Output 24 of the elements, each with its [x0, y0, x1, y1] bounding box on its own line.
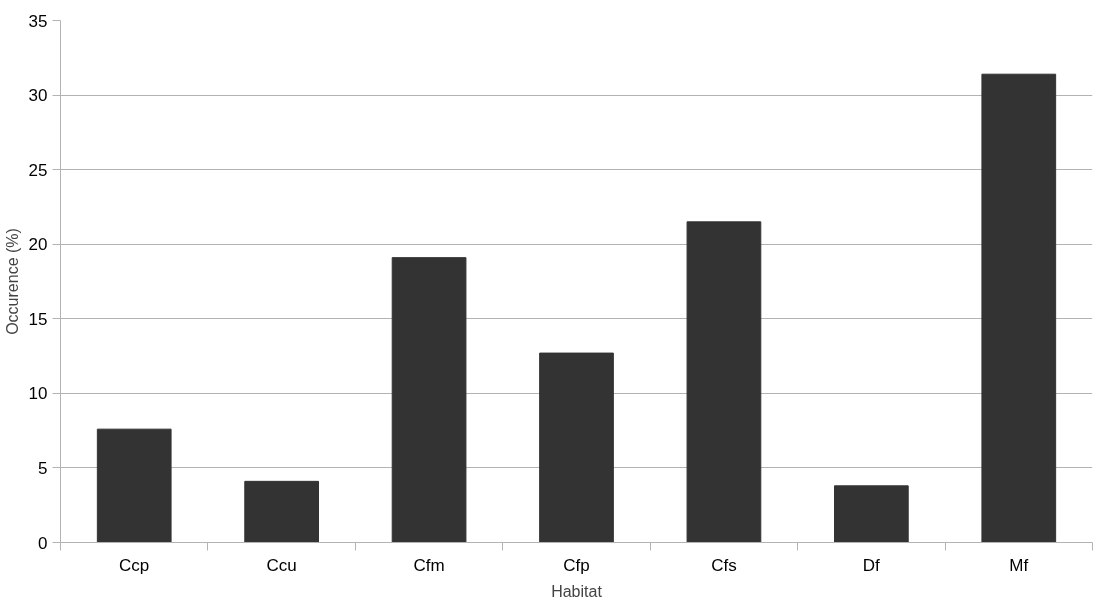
- y-tick-label: 15: [28, 309, 48, 329]
- x-tick-label: Df: [862, 555, 881, 575]
- bar: [244, 480, 319, 543]
- x-tick-label: Ccu: [266, 555, 297, 575]
- y-tick-label: 30: [28, 86, 48, 106]
- y-tick-label: 25: [28, 160, 48, 180]
- x-axis-title: Habitat: [551, 582, 603, 600]
- y-tick-label: 20: [28, 235, 48, 255]
- x-tick-label: Cfs: [711, 555, 737, 575]
- x-tick-label: Ccp: [119, 555, 150, 575]
- x-tick-label: Cfm: [413, 555, 445, 575]
- y-tick-label: 10: [28, 384, 48, 404]
- bar: [391, 257, 467, 543]
- x-tick-label: Cfp: [563, 555, 590, 575]
- y-tick-label: 5: [38, 458, 48, 478]
- y-tick-label: 35: [28, 11, 48, 31]
- bar: [686, 221, 762, 543]
- y-axis-title: Occurence (%): [3, 228, 21, 335]
- y-tick-label: 0: [38, 533, 48, 553]
- bar: [981, 73, 1057, 543]
- bar: [96, 428, 172, 543]
- x-tick-label: Mf: [1009, 555, 1029, 575]
- bar: [834, 485, 909, 543]
- bar: [539, 352, 614, 543]
